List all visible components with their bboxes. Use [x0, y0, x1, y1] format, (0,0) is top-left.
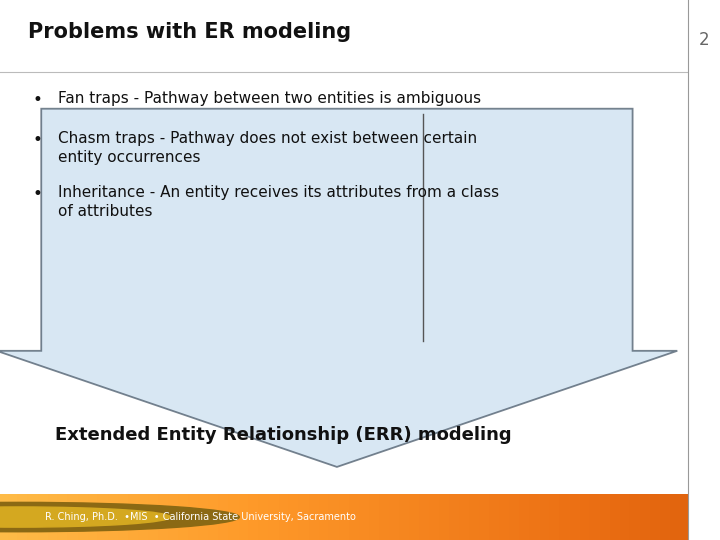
Text: Fan traps - Pathway between two entities is ambiguous: Fan traps - Pathway between two entities…	[58, 91, 482, 106]
Text: Extended Entity Relationship (ERR) modeling: Extended Entity Relationship (ERR) model…	[55, 426, 512, 444]
Text: •: •	[33, 131, 42, 149]
Text: R. Ching, Ph.D.  •MIS  • California State University, Sacramento: R. Ching, Ph.D. •MIS • California State …	[45, 512, 356, 522]
Text: •: •	[33, 91, 42, 110]
Text: Problems with ER modeling: Problems with ER modeling	[27, 22, 351, 42]
Circle shape	[0, 502, 239, 532]
Polygon shape	[0, 109, 678, 467]
Text: •: •	[33, 185, 42, 203]
Text: Inheritance - An entity receives its attributes from a class
of attributes: Inheritance - An entity receives its att…	[58, 185, 500, 219]
Text: 2: 2	[698, 31, 709, 49]
Circle shape	[0, 507, 171, 527]
Text: Chasm traps - Pathway does not exist between certain
entity occurrences: Chasm traps - Pathway does not exist bet…	[58, 131, 477, 165]
